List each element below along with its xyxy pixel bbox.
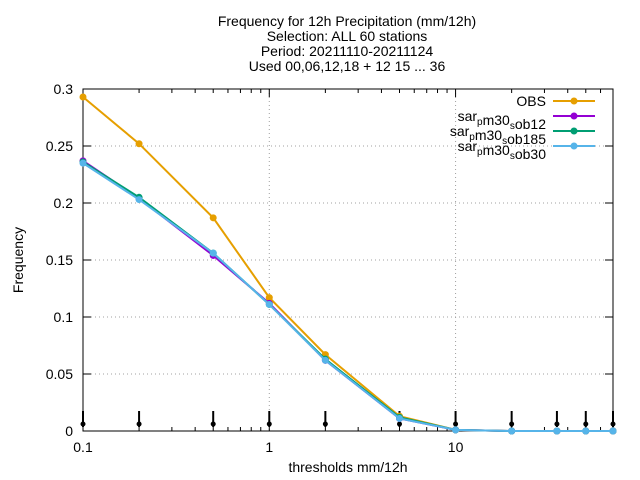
chart-title: Frequency for 12h Precipitation (mm/12h)… [218, 13, 476, 74]
threshold-marker-point [80, 421, 86, 427]
series [79, 93, 617, 435]
legend-swatch-point [570, 127, 578, 135]
data-point [395, 414, 403, 422]
series-line [82, 159, 613, 432]
data-point [135, 140, 143, 148]
x-tick-label: 10 [448, 439, 464, 455]
title-line: Period: 20211110-20211124 [261, 43, 434, 59]
threshold-marker-point [453, 421, 459, 427]
data-point [582, 427, 590, 435]
data-point [79, 159, 87, 167]
y-tick-label: 0.15 [46, 252, 73, 268]
threshold-markers [80, 411, 616, 427]
legend-swatch-point [570, 112, 578, 120]
threshold-marker-point [583, 421, 589, 427]
title-line: Frequency for 12h Precipitation (mm/12h) [218, 13, 476, 29]
legend-label: sarpm30sob30 [458, 138, 547, 162]
y-tick-label: 0.05 [46, 366, 73, 382]
data-point [321, 356, 329, 364]
data-point [209, 214, 217, 222]
y-axis-label: Frequency [10, 227, 26, 293]
data-point [135, 196, 143, 204]
data-point [79, 93, 87, 101]
x-axis-label: thresholds mm/12h [288, 459, 407, 475]
data-point [265, 300, 273, 308]
y-tick-label: 0.25 [46, 138, 73, 154]
data-point [209, 249, 217, 257]
threshold-marker-point [210, 421, 216, 427]
legend-label: OBS [516, 93, 546, 109]
x-tick-label: 0.1 [73, 439, 93, 455]
threshold-marker-point [266, 421, 272, 427]
legend-swatch-point [570, 97, 578, 105]
legend-swatch-point [570, 142, 578, 150]
y-tick-label: 0.2 [54, 195, 74, 211]
series-line [82, 161, 613, 432]
y-tick-label: 0.1 [54, 309, 74, 325]
threshold-marker-point [322, 421, 328, 427]
y-tick-label: 0.3 [54, 81, 74, 97]
data-point [508, 427, 516, 435]
title-line: Selection: ALL 60 stations [267, 28, 428, 44]
threshold-marker-point [136, 421, 142, 427]
data-point [452, 426, 460, 434]
y-tick-label: 0 [65, 423, 73, 439]
legend-label: sarpm30sob185 [450, 123, 546, 147]
threshold-marker-point [396, 421, 402, 427]
data-point [609, 427, 617, 435]
legend-label: sarpm30sob12 [458, 108, 547, 132]
title-line: Used 00,06,12,18 + 12 15 ... 36 [249, 58, 446, 74]
data-point [553, 427, 561, 435]
threshold-marker-point [509, 421, 515, 427]
data-point [265, 294, 273, 302]
threshold-marker-point [554, 421, 560, 427]
threshold-marker-point [610, 421, 616, 427]
x-tick-label: 1 [265, 439, 273, 455]
y-axis-ticks: 0 0.05 0.1 0.15 0.2 0.25 0.3 [46, 81, 613, 439]
